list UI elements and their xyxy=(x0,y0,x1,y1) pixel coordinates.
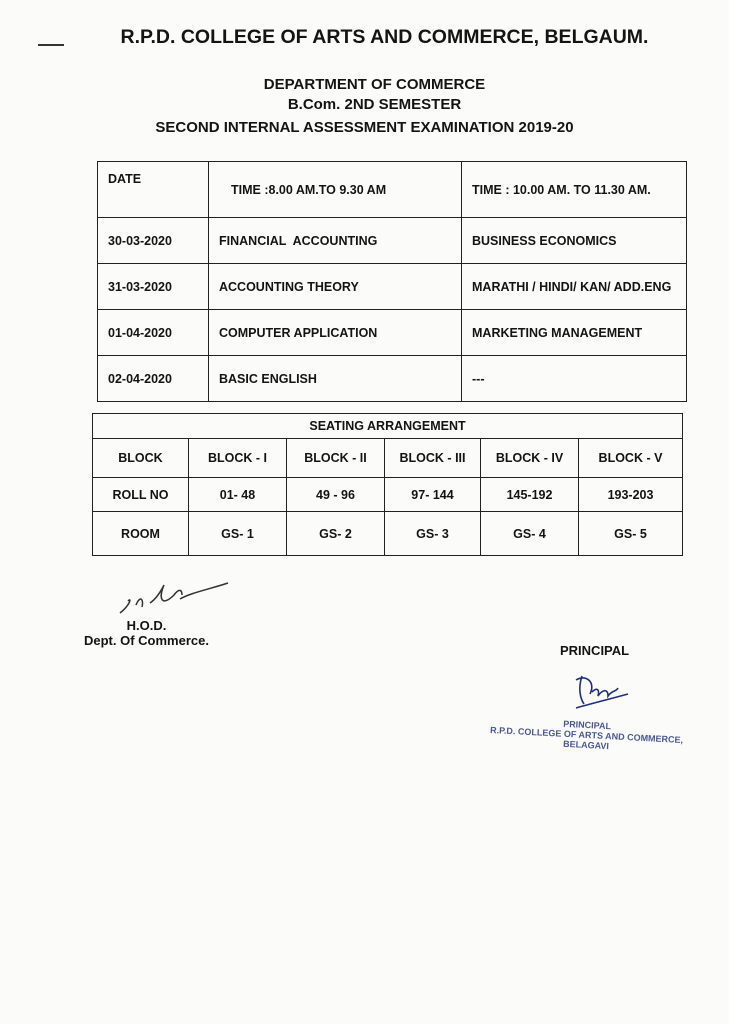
hod-dept: Dept. Of Commerce. xyxy=(84,633,209,648)
roll-cell: 193-203 xyxy=(578,477,683,512)
dash-mark xyxy=(38,44,64,46)
subject-cell: BUSINESS ECONOMICS xyxy=(461,217,687,264)
subject-cell: MARKETING MANAGEMENT xyxy=(461,309,687,356)
table-row: 30-03-2020 FINANCIAL ACCOUNTING BUSINESS… xyxy=(97,217,687,264)
date-cell: 30-03-2020 xyxy=(97,217,209,264)
room-cell: GS- 1 xyxy=(188,511,287,556)
header-cell: DATE xyxy=(97,161,209,218)
roll-cell: 145-192 xyxy=(480,477,579,512)
row-label: ROLL NO xyxy=(92,477,189,512)
table-row: 31-03-2020 ACCOUNTING THEORY MARATHI / H… xyxy=(97,263,687,310)
date-cell: 02-04-2020 xyxy=(97,355,209,402)
room-cell: GS- 4 xyxy=(480,511,579,556)
college-title: R.P.D. COLLEGE OF ARTS AND COMMERCE, BEL… xyxy=(120,26,649,48)
seating-arrangement-table: SEATING ARRANGEMENT BLOCK BLOCK - I BLOC… xyxy=(92,413,683,556)
block-cell: BLOCK - III xyxy=(384,438,481,478)
row-label: BLOCK xyxy=(92,438,189,478)
semester-title: B.Com. 2ND SEMESTER xyxy=(287,96,462,113)
subject-cell: --- xyxy=(461,355,687,402)
room-row: ROOM GS- 1 GS- 2 GS- 3 GS- 4 GS- 5 xyxy=(92,511,683,556)
hod-signature xyxy=(119,582,229,614)
subject-cell: ACCOUNTING THEORY xyxy=(208,263,462,310)
table-row: 01-04-2020 COMPUTER APPLICATION MARKETIN… xyxy=(97,309,687,356)
hod-title: H.O.D. xyxy=(126,618,167,633)
subject-cell: MARATHI / HINDI/ KAN/ ADD.ENG xyxy=(461,263,687,310)
roll-cell: 01- 48 xyxy=(188,477,287,512)
header-cell: TIME :8.00 AM.TO 9.30 AM xyxy=(208,161,462,218)
header-cell: TIME : 10.00 AM. TO 11.30 AM. xyxy=(461,161,687,218)
exam-title: SECOND INTERNAL ASSESSMENT EXAMINATION 2… xyxy=(155,119,574,136)
table-header-row: DATE TIME :8.00 AM.TO 9.30 AM TIME : 10.… xyxy=(97,161,687,218)
room-cell: GS- 3 xyxy=(384,511,481,556)
date-cell: 01-04-2020 xyxy=(97,309,209,356)
roll-cell: 97- 144 xyxy=(384,477,481,512)
principal-label: PRINCIPAL xyxy=(560,643,630,658)
subject-cell: BASIC ENGLISH xyxy=(208,355,462,402)
hod-block: H.O.D. Dept. Of Commerce. xyxy=(84,618,209,648)
date-cell: 31-03-2020 xyxy=(97,263,209,310)
principal-stamp: PRINCIPAL R.P.D. COLLEGE OF ARTS AND COM… xyxy=(489,715,683,755)
seating-title: SEATING ARRANGEMENT xyxy=(92,413,683,439)
block-cell: BLOCK - II xyxy=(286,438,385,478)
block-cell: BLOCK - V xyxy=(578,438,683,478)
block-row: BLOCK BLOCK - I BLOCK - II BLOCK - III B… xyxy=(92,438,683,478)
roll-row: ROLL NO 01- 48 49 - 96 97- 144 145-192 1… xyxy=(92,477,683,512)
roll-cell: 49 - 96 xyxy=(286,477,385,512)
room-cell: GS- 5 xyxy=(578,511,683,556)
row-label: ROOM xyxy=(92,511,189,556)
principal-signature xyxy=(575,675,629,709)
block-cell: BLOCK - IV xyxy=(480,438,579,478)
department-title: DEPARTMENT OF COMMERCE xyxy=(263,76,486,93)
table-row: 02-04-2020 BASIC ENGLISH --- xyxy=(97,355,687,402)
subject-cell: COMPUTER APPLICATION xyxy=(208,309,462,356)
exam-schedule-table: DATE TIME :8.00 AM.TO 9.30 AM TIME : 10.… xyxy=(97,161,687,402)
subject-cell: FINANCIAL ACCOUNTING xyxy=(208,217,462,264)
block-cell: BLOCK - I xyxy=(188,438,287,478)
room-cell: GS- 2 xyxy=(286,511,385,556)
